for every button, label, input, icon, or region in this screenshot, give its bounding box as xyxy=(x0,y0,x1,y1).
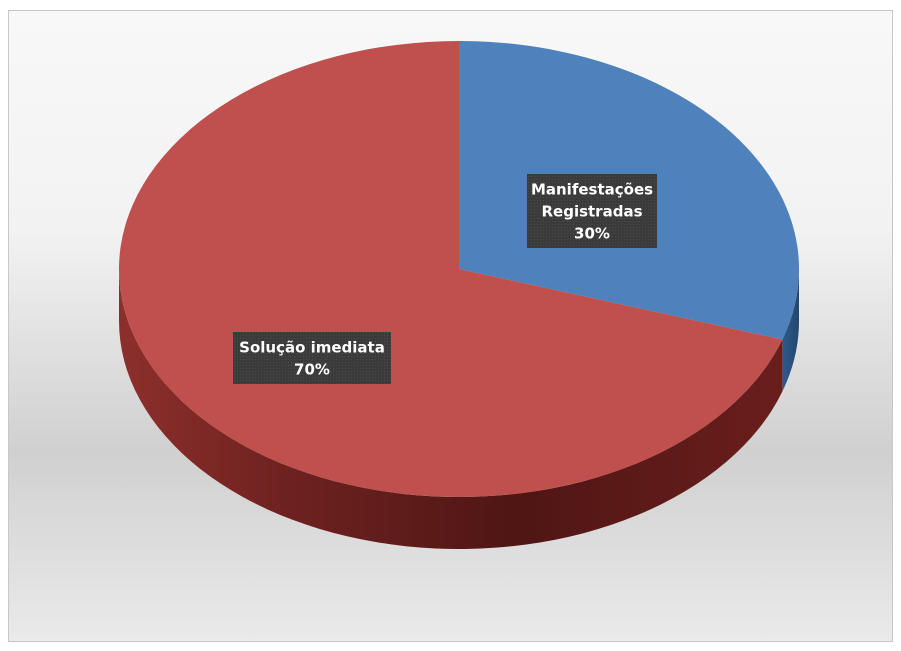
data-label-category: Solução imediata xyxy=(239,339,385,357)
chart-area: Manifestações Registradas 30% Solução imedi… xyxy=(8,10,893,642)
pie-chart: Manifestações Registradas 30% Solução imedi… xyxy=(119,41,799,549)
data-label-2: Solução imediata 70% xyxy=(233,332,391,384)
pie-slice-side-1 xyxy=(782,269,799,392)
data-label-category: Manifestações xyxy=(531,181,653,199)
data-label-category: Registradas xyxy=(541,203,642,221)
data-label-percent: 70% xyxy=(294,361,330,379)
pie-slice-side-2 xyxy=(119,269,783,549)
data-label-1: Manifestações Registradas 30% xyxy=(527,174,657,248)
data-label-percent: 30% xyxy=(574,225,610,243)
data-label-box xyxy=(233,332,391,384)
data-label-box xyxy=(527,174,657,248)
